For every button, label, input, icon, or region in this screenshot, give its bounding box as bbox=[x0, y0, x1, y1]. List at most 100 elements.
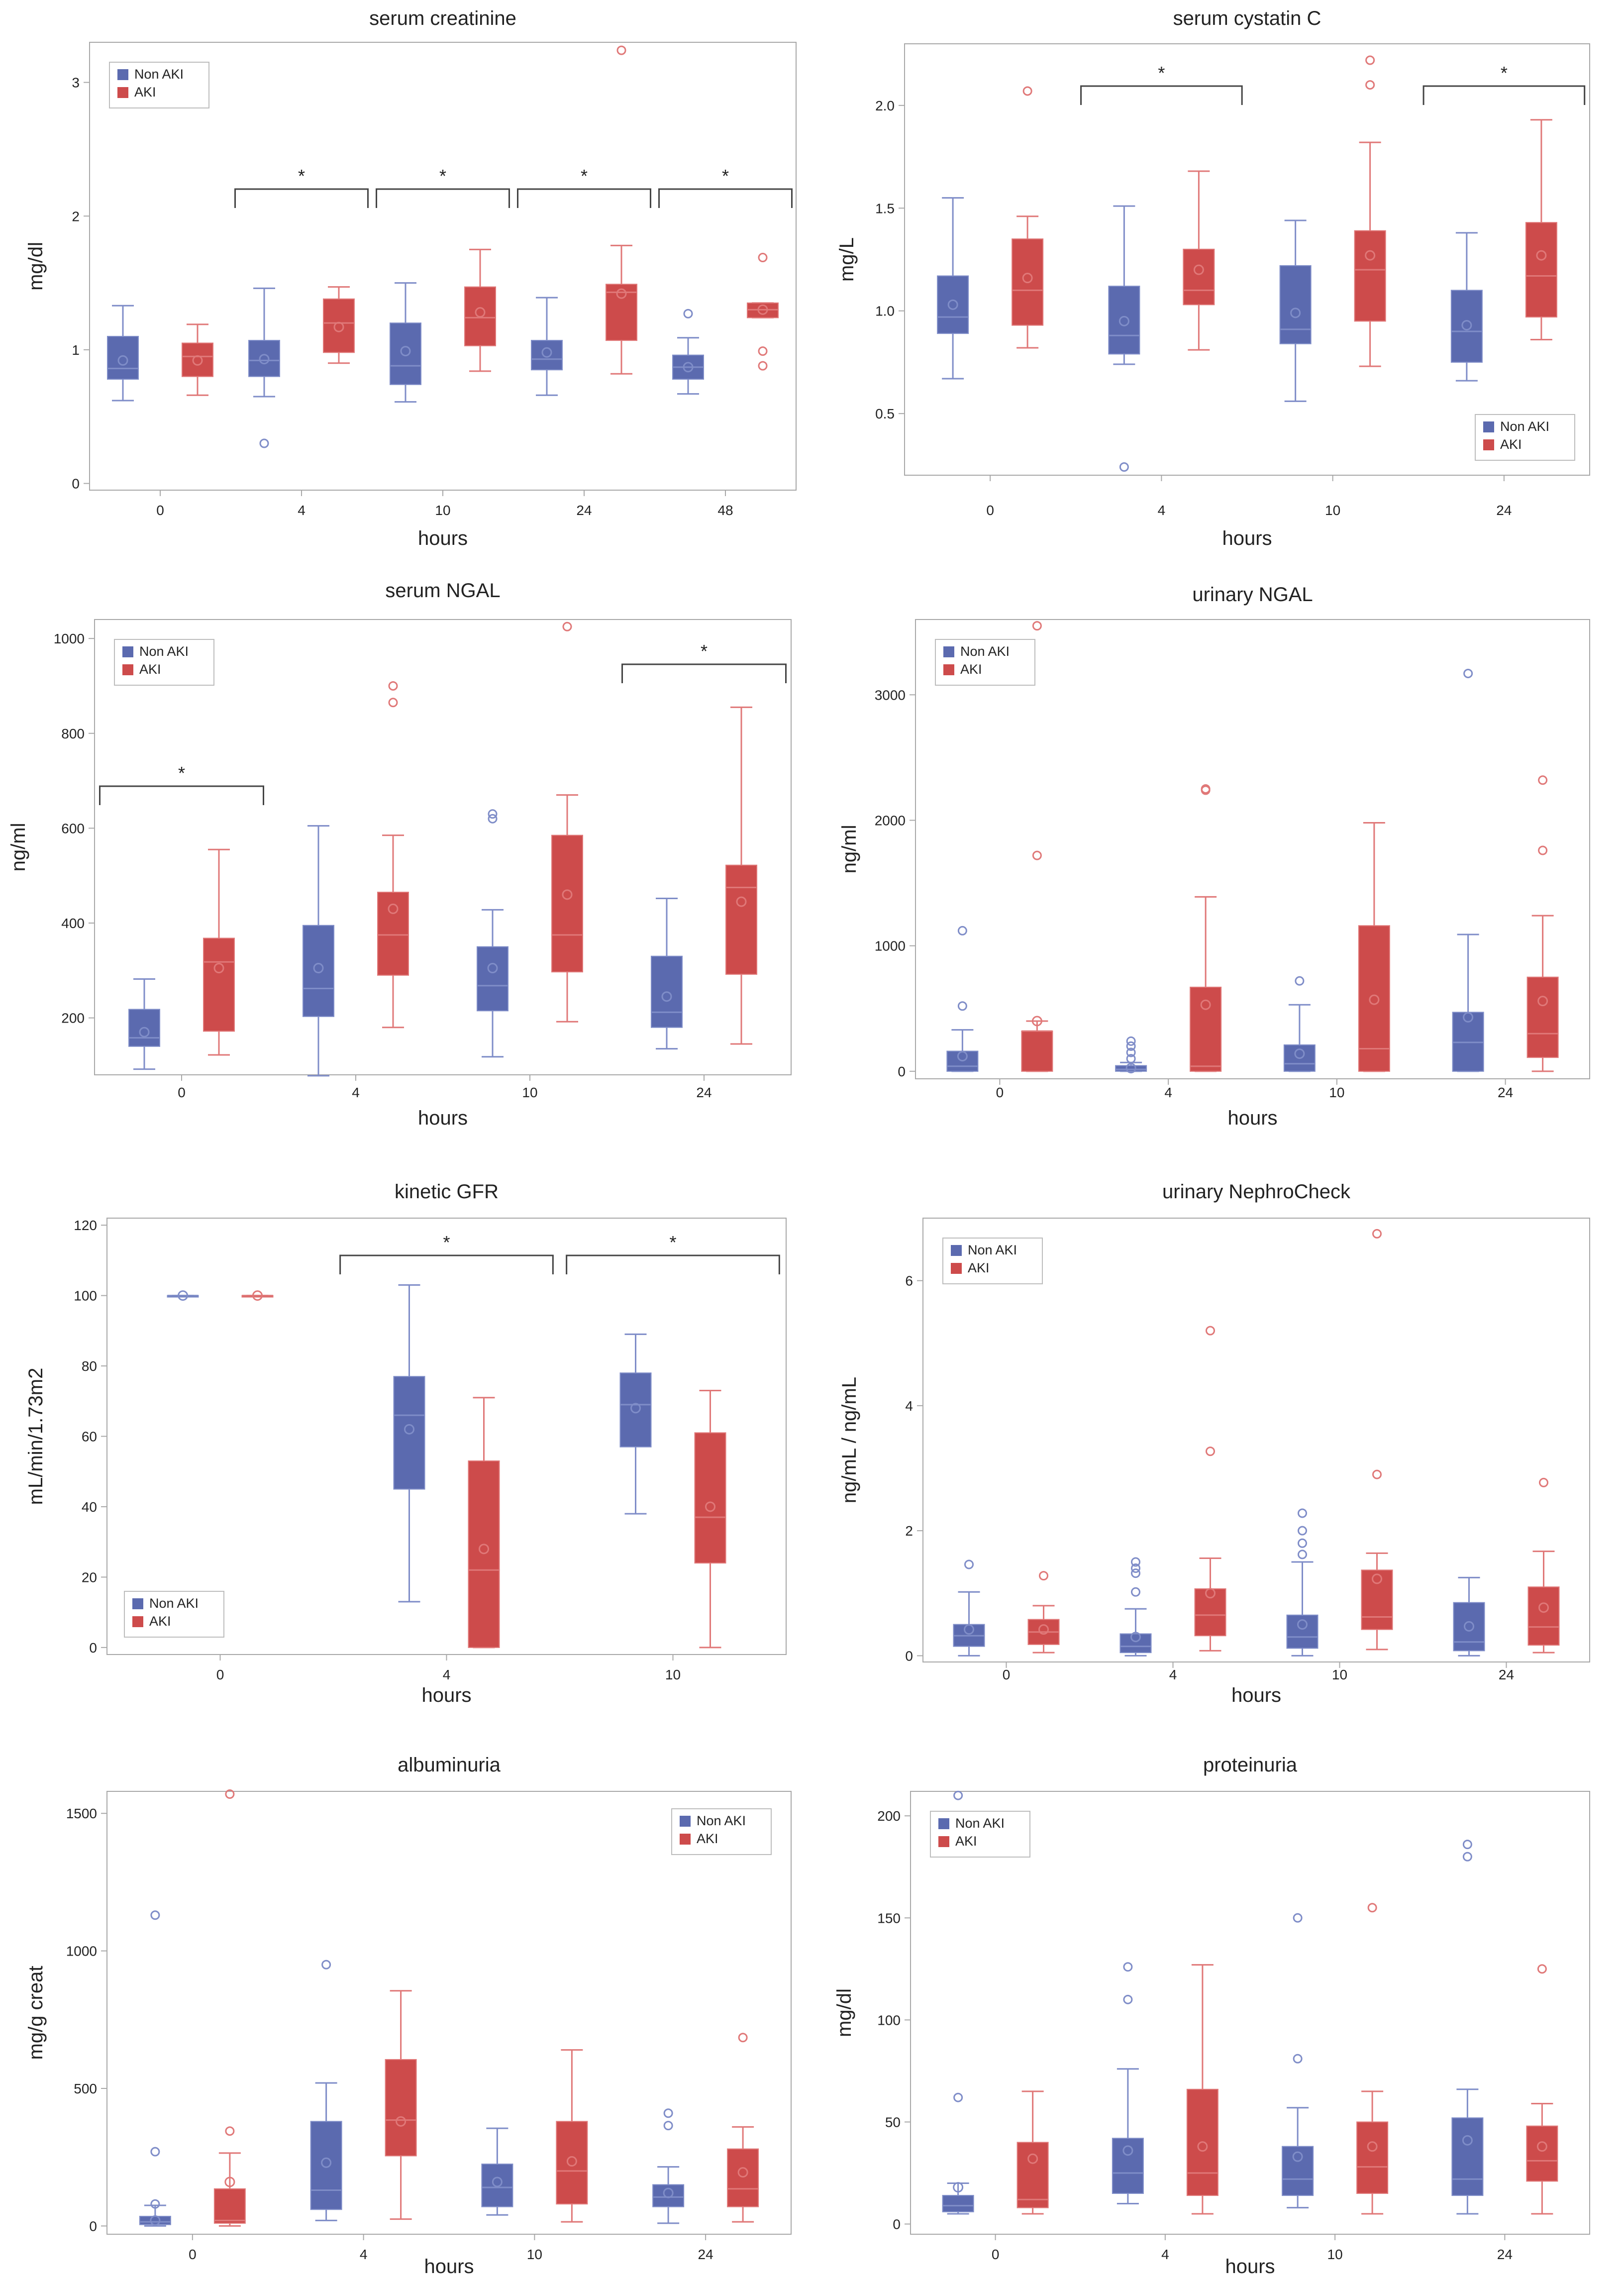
chart-panel-8: proteinuria 0 50 100 150 200 mg/dl 0 4 10 24 hours N… bbox=[833, 1754, 1590, 2278]
mean-marker bbox=[1463, 1012, 1474, 1023]
mean-marker bbox=[1538, 1602, 1549, 1613]
y-tick-label: 500 bbox=[74, 2081, 97, 2096]
x-axis-label: hours bbox=[418, 527, 468, 549]
mean-marker bbox=[1205, 1588, 1216, 1599]
mean-marker bbox=[1290, 308, 1301, 318]
x-axis-label: hours bbox=[418, 1107, 468, 1129]
y-tick-label: 4 bbox=[905, 1398, 913, 1414]
y-tick-label: 3 bbox=[72, 75, 80, 91]
chart-panel-2: serum cystatin C 0.5 1.0 1.5 2.0 mg/L 0 4 10 24 ho… bbox=[836, 7, 1590, 549]
box-aki-0h bbox=[1021, 621, 1053, 1072]
x-tick-label: 0 bbox=[986, 503, 994, 518]
box-iqr bbox=[1354, 230, 1386, 322]
y-tick-label: 1.5 bbox=[875, 201, 895, 216]
x-tick-label: 4 bbox=[1158, 503, 1166, 518]
box-iqr bbox=[1194, 1588, 1226, 1637]
x-axis-label: hours bbox=[421, 1684, 471, 1706]
y-axis-label: mg/dl bbox=[25, 242, 47, 291]
box-iqr bbox=[377, 892, 409, 976]
outlier-point bbox=[1131, 1557, 1140, 1567]
legend-swatch-non-aki bbox=[1483, 421, 1494, 432]
outlier-point bbox=[1131, 1568, 1140, 1578]
outlier-point bbox=[1126, 1036, 1136, 1046]
legend-swatch-aki bbox=[943, 664, 954, 675]
mean-marker bbox=[541, 347, 552, 358]
y-tick-label: 120 bbox=[74, 1218, 97, 1233]
legend: Non AKI AKI bbox=[114, 639, 214, 686]
box-non-aki-0h bbox=[937, 197, 969, 380]
x-tick-label: 0 bbox=[1003, 1667, 1011, 1682]
outlier-point bbox=[1126, 1047, 1136, 1057]
legend-swatch-non-aki bbox=[951, 1245, 962, 1256]
y-tick-label: 20 bbox=[82, 1569, 97, 1585]
box-non-aki-0h bbox=[942, 1790, 974, 2215]
box-aki-10h bbox=[1354, 55, 1386, 367]
mean-marker bbox=[736, 896, 747, 907]
outlier-point bbox=[321, 1960, 331, 1970]
significance-bracket-4h: * bbox=[1080, 63, 1243, 105]
mean-marker bbox=[259, 354, 270, 365]
legend: Non AKI AKI bbox=[671, 1808, 772, 1855]
mean-marker bbox=[117, 355, 128, 366]
box-iqr bbox=[393, 1376, 425, 1490]
mean-marker bbox=[1461, 320, 1472, 331]
outlier-point bbox=[388, 681, 398, 691]
mean-marker bbox=[1130, 1632, 1141, 1643]
bracket-line bbox=[1080, 85, 1243, 105]
legend-label-aki: AKI bbox=[1500, 437, 1522, 452]
bracket-line bbox=[99, 785, 264, 805]
significance-bracket-10h: * bbox=[376, 166, 510, 208]
outlier-point bbox=[758, 253, 768, 263]
mean-marker bbox=[1118, 315, 1129, 326]
plot-frame bbox=[89, 42, 797, 491]
legend-label-aki: AKI bbox=[149, 1614, 171, 1629]
mean-marker bbox=[1292, 2151, 1303, 2162]
box-non-aki-24h bbox=[652, 2108, 685, 2224]
mean-marker bbox=[1536, 250, 1547, 261]
chart-title: serum NGAL bbox=[385, 580, 500, 602]
x-tick-label: 0 bbox=[178, 1085, 186, 1100]
outlier-point bbox=[683, 309, 693, 318]
box-aki-24h bbox=[1527, 1477, 1560, 1654]
box-iqr bbox=[139, 2216, 171, 2225]
outlier-point bbox=[957, 1001, 967, 1011]
outlier-point bbox=[225, 1789, 235, 1799]
box-non-aki-24h bbox=[531, 297, 563, 396]
chart-panel-1: serum creatinine 0 1 2 3 mg/dl 0 4 10 24 48 hours * *… bbox=[25, 7, 797, 549]
x-axis-label: hours bbox=[1227, 1107, 1277, 1129]
box-non-aki-48h bbox=[672, 309, 704, 395]
mean-marker bbox=[953, 2182, 964, 2193]
box-iqr bbox=[1016, 2142, 1049, 2208]
chart-title: albuminuria bbox=[398, 1754, 501, 1776]
mean-marker bbox=[313, 963, 324, 974]
x-axis-label: hours bbox=[1225, 2256, 1275, 2278]
box-aki-0h bbox=[241, 1290, 274, 1301]
box-iqr bbox=[725, 864, 757, 975]
outlier-point bbox=[1365, 55, 1375, 65]
significance-star: * bbox=[722, 166, 729, 186]
x-tick-label: 24 bbox=[1497, 2247, 1513, 2262]
mean-marker bbox=[321, 2157, 332, 2168]
mean-marker bbox=[400, 346, 411, 357]
significance-star: * bbox=[1501, 63, 1508, 83]
y-tick-label: 400 bbox=[61, 916, 85, 931]
box-iqr bbox=[1115, 1065, 1147, 1072]
box-iqr bbox=[1108, 286, 1140, 355]
box-iqr bbox=[248, 340, 280, 377]
mean-marker bbox=[1464, 1621, 1474, 1632]
box-non-aki-24h bbox=[1450, 232, 1483, 382]
box-iqr bbox=[694, 1432, 726, 1564]
y-tick-label: 0 bbox=[898, 1064, 906, 1079]
mean-marker bbox=[566, 2156, 577, 2167]
outlier-point bbox=[1298, 1550, 1307, 1559]
box-non-aki-0h bbox=[139, 1910, 171, 2227]
outlier-point bbox=[488, 809, 498, 819]
x-tick-label: 24 bbox=[1499, 1667, 1514, 1682]
bracket-line bbox=[566, 1254, 780, 1274]
x-tick-label: 0 bbox=[189, 2247, 197, 2262]
mean-marker bbox=[1027, 2153, 1038, 2164]
box-iqr bbox=[1282, 2146, 1314, 2196]
mean-marker bbox=[333, 321, 344, 332]
box-non-aki-4h bbox=[303, 825, 334, 1077]
legend: Non AKI AKI bbox=[1475, 414, 1575, 461]
